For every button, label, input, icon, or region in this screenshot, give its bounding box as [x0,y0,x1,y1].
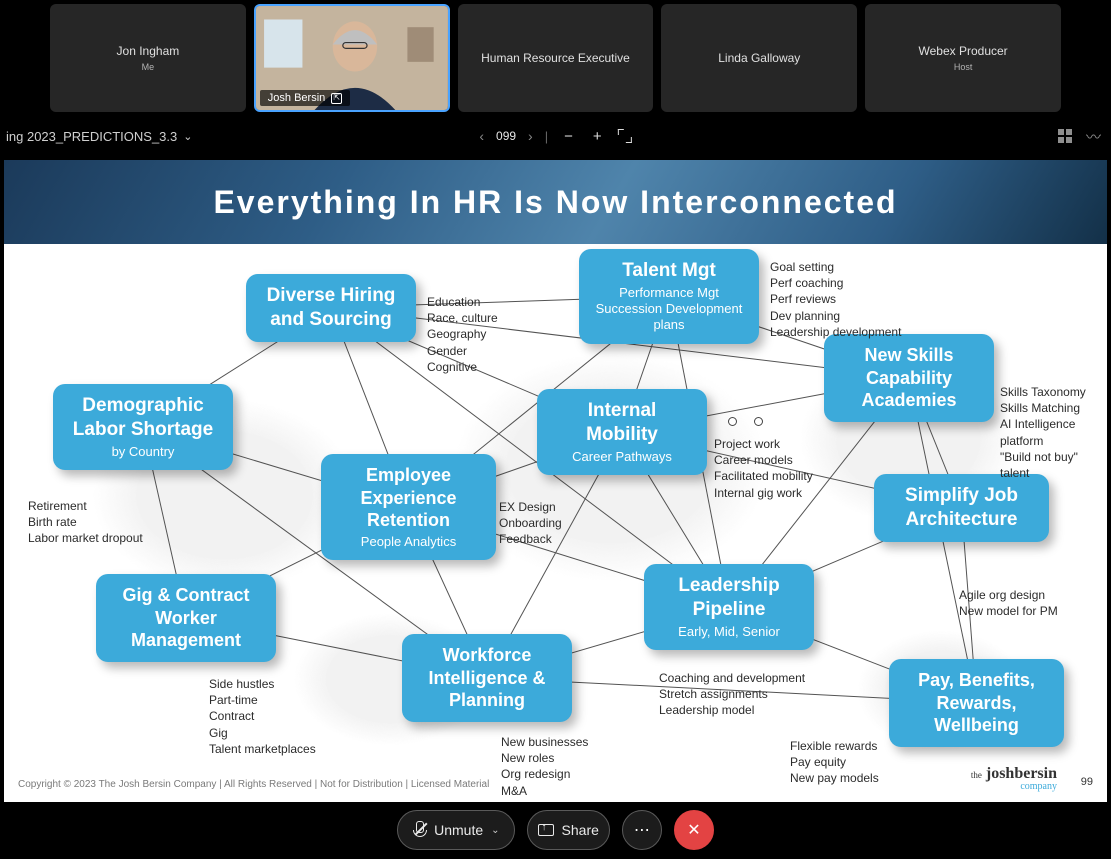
participant-name: Human Resource Executive [481,51,630,65]
company-logo: the joshbersin company [971,766,1057,792]
diagram-node-skills: New Skills Capability Academies [824,334,994,422]
layout-grid-icon[interactable] [1058,129,1072,143]
diagram-node-gig: Gig & Contract Worker Management [96,574,276,662]
annotate-icon[interactable]: 〰 [1086,126,1101,147]
diagram-annotation-talent_sub: Goal settingPerf coachingPerf reviewsDev… [770,259,901,340]
zoom-in-button[interactable]: + [589,128,606,145]
shared-slide: Everything In HR Is Now Interconnected C… [4,160,1107,802]
diagram-node-experience: Employee Experience RetentionPeople Anal… [321,454,496,560]
document-toolbar: ing 2023_PREDICTIONS_3.3 ⌄ ‹ 099 › | − +… [0,116,1111,156]
page-number: 099 [496,129,516,143]
leave-meeting-button[interactable]: ✕ [674,810,714,850]
participant-name: Linda Galloway [718,51,800,65]
share-button[interactable]: Share [527,810,610,850]
slide-header: Everything In HR Is Now Interconnected [4,160,1107,244]
diagram-annotation-wf_sub: New businessesNew rolesOrg redesignM&A [501,734,588,799]
unmute-button[interactable]: Unmute ⌄ [397,810,514,850]
participant-name-tag: Josh Bersin ⇱ [260,90,350,106]
diagram-dot [754,417,763,426]
prev-page-button[interactable]: ‹ [479,128,484,144]
document-title-dropdown[interactable]: ing 2023_PREDICTIONS_3.3 ⌄ [6,129,192,144]
expand-icon[interactable]: ⇱ [331,93,342,104]
diagram-node-demographic: Demographic Labor Shortageby Country [53,384,233,470]
share-icon [538,824,554,836]
diagram-node-simplify: Simplify Job Architecture [874,474,1049,542]
participant-tile[interactable]: Webex Producer Host [865,4,1061,112]
participant-tile[interactable]: Jon Ingham Me [50,4,246,112]
participants-row: Jon Ingham Me Josh Bersin ⇱ Human Resour… [0,0,1111,116]
toolbar-center: ‹ 099 › | − + [479,128,631,145]
participant-tile[interactable]: Linda Galloway [661,4,857,112]
toolbar-right: 〰 [1058,126,1101,147]
diagram-node-workforce: Workforce Intelligence & Planning [402,634,572,722]
slide-number: 99 [1081,776,1093,788]
more-options-button[interactable]: ⋯ [622,810,662,850]
diagram-annotation-gig_sub: Side hustlesPart-timeContractGigTalent m… [209,676,316,757]
diagram-dot [728,417,737,426]
participant-name: Webex Producer [919,44,1008,58]
logo-line3: company [971,782,1057,792]
diagram-annotation-hiring_sub: EducationRace, cultureGeographyGenderCog… [427,294,498,375]
slide-title: Everything In HR Is Now Interconnected [213,184,897,221]
diagram-annotation-simplify_sub: Agile org designNew model for PM [959,587,1058,619]
slide-diagram: Copyright © 2023 The Josh Bersin Company… [4,244,1107,802]
document-title: ing 2023_PREDICTIONS_3.3 [6,129,177,144]
logo-line2: joshbersin [986,765,1057,782]
unmute-label: Unmute [434,822,483,838]
participant-name: Jon Ingham [117,44,180,58]
diagram-annotation-lead_sub: Coaching and developmentStretch assignme… [659,670,805,719]
diagram-node-leadership: Leadership PipelineEarly, Mid, Senior [644,564,814,650]
next-page-button[interactable]: › [528,128,533,144]
diagram-node-pay: Pay, Benefits, Rewards, Wellbeing [889,659,1064,747]
diagram-node-mobility: Internal MobilityCareer Pathways [537,389,707,475]
divider: | [545,129,548,144]
meeting-controls: Unmute ⌄ Share ⋯ ✕ [0,801,1111,859]
participant-tile[interactable]: Human Resource Executive [458,4,654,112]
zoom-out-button[interactable]: − [560,128,577,145]
participant-tile-active[interactable]: Josh Bersin ⇱ [254,4,450,112]
chevron-down-icon[interactable]: ⌄ [491,825,499,836]
fullscreen-icon[interactable] [618,129,632,143]
slide-copyright: Copyright © 2023 The Josh Bersin Company… [18,779,489,790]
share-label: Share [562,822,599,838]
diagram-annotation-skills_sub: Skills TaxonomySkills MatchingAI Intelli… [1000,384,1107,481]
participant-sub: Me [142,62,155,72]
participant-sub: Host [954,62,973,72]
diagram-annotation-exp_sub: EX DesignOnboardingFeedback [499,499,562,548]
chevron-down-icon: ⌄ [183,130,192,143]
diagram-annotation-mobility_sub: Project workCareer modelsFacilitated mob… [714,436,813,501]
diagram-annotation-pay_sub: Flexible rewardsPay equityNew pay models [790,738,879,787]
mic-muted-icon [412,821,426,839]
logo-line1: the [971,770,982,780]
diagram-node-talent: Talent MgtPerformance Mgt Succession Dev… [579,249,759,344]
participant-name: Josh Bersin [268,92,325,104]
diagram-annotation-demo_sub: RetirementBirth rateLabor market dropout [28,498,143,547]
diagram-node-hiring: Diverse Hiring and Sourcing [246,274,416,342]
